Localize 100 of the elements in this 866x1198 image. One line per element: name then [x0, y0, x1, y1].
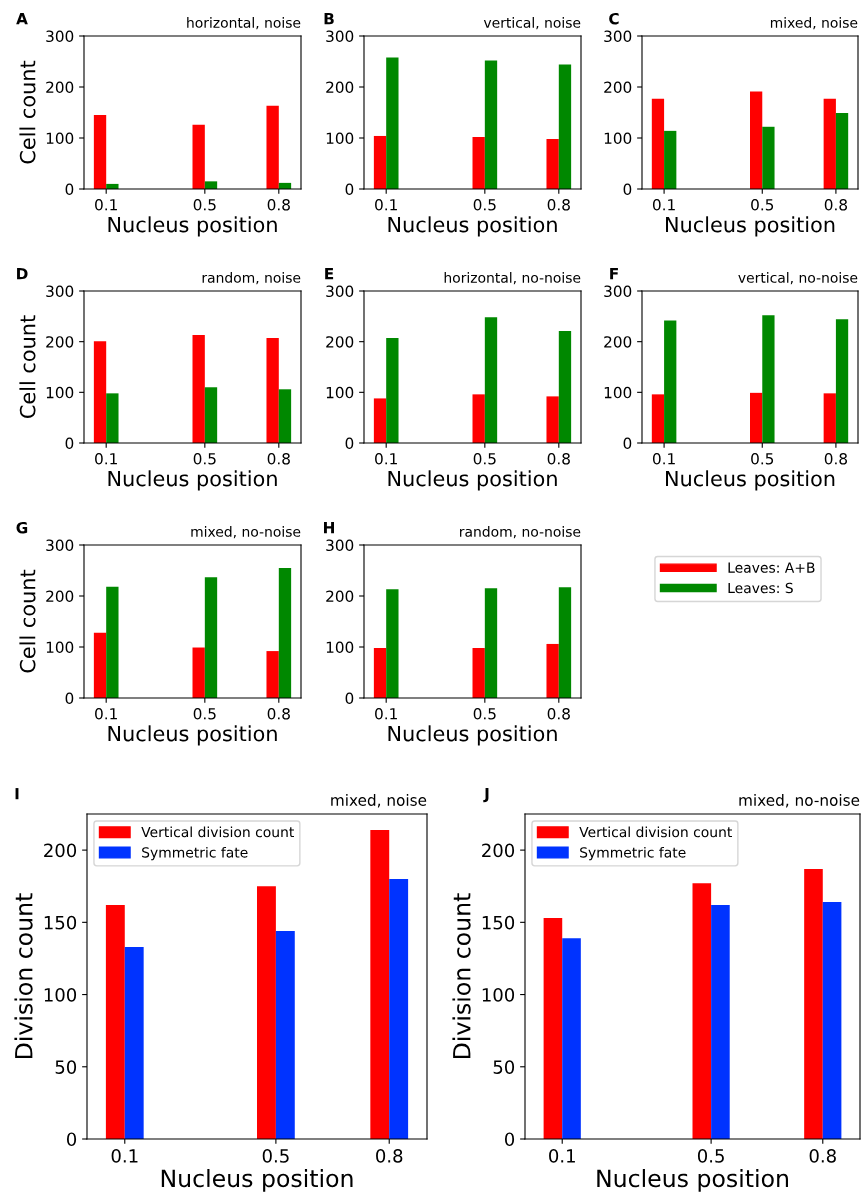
bar	[762, 315, 775, 443]
bar	[192, 124, 205, 189]
y-tick-label: 300	[46, 285, 74, 298]
text: J	[483, 788, 489, 803]
x-tick-label: 0.5	[473, 452, 496, 465]
y-tick-label: 200	[326, 336, 354, 348]
x-tick-label: 0.5	[193, 707, 216, 720]
bar	[558, 64, 572, 189]
x-tick-label: 0.1	[95, 707, 117, 720]
y-tick-label: 0	[623, 437, 632, 450]
y-tick-label: 150	[482, 915, 515, 930]
bar	[386, 338, 399, 443]
text: B	[324, 13, 334, 25]
chart-title: vertical, noise	[483, 17, 581, 30]
y-tick-label: 0	[65, 437, 74, 450]
bar	[484, 317, 498, 443]
text: F	[610, 268, 618, 280]
text: I	[15, 788, 19, 800]
y-tick-label: 200	[46, 336, 74, 348]
bar	[546, 396, 559, 443]
x-axis-title: Nucleus position	[108, 470, 277, 491]
x-axis-title: Nucleus position	[666, 216, 835, 237]
legend-label: Symmetric fate	[580, 846, 686, 861]
bar	[192, 335, 205, 443]
x-tick-label: 0.5	[193, 452, 216, 465]
bar	[266, 338, 279, 443]
y-tick-label: 300	[604, 285, 632, 298]
chart-title: vertical, no-noise	[738, 272, 858, 285]
bar	[192, 647, 205, 698]
y-tick-label: 100	[46, 641, 74, 654]
y-tick-label: 300	[326, 539, 354, 552]
bar	[93, 115, 107, 189]
bar	[484, 60, 498, 189]
bar	[373, 648, 387, 698]
bar	[389, 879, 409, 1139]
bar	[266, 651, 279, 698]
x-tick-label: 0.8	[547, 452, 570, 465]
bar	[257, 886, 276, 1139]
bar	[822, 902, 842, 1139]
y-tick-label: 200	[326, 81, 354, 94]
y-tick-label: 100	[46, 132, 74, 145]
y-axis-title: Cell count	[19, 315, 36, 418]
y-tick-label: 300	[46, 30, 74, 43]
y-tick-label: 0	[504, 1132, 515, 1147]
x-tick-label: 0.1	[375, 198, 397, 211]
x-tick-label: 0.8	[267, 198, 290, 211]
bar	[692, 883, 712, 1139]
x-tick-label: 0.1	[95, 198, 117, 211]
x-axis-title: Nucleus position	[597, 1168, 788, 1192]
bar	[373, 398, 387, 443]
legend-label: Leaves: S	[728, 582, 793, 594]
y-tick-label: 150	[44, 915, 77, 930]
y-tick-label: 0	[345, 692, 354, 705]
y-tick-label: 0	[623, 183, 632, 196]
y-tick-label: 300	[326, 285, 354, 298]
y-tick-label: 300	[326, 30, 354, 43]
bar	[835, 319, 849, 443]
bar	[278, 389, 292, 443]
x-tick-label: 0.1	[652, 198, 675, 211]
bar	[484, 588, 498, 698]
y-tick-label: 0	[345, 437, 354, 450]
bar	[373, 135, 387, 189]
legend-label: Symmetric fate	[142, 846, 248, 861]
bar	[106, 586, 119, 698]
bar	[278, 567, 292, 698]
bar	[204, 387, 218, 443]
bar	[472, 394, 485, 443]
x-tick-label: 0.1	[652, 452, 675, 465]
y-tick-label: 300	[604, 30, 632, 43]
y-tick-label: 0	[345, 183, 354, 196]
text: H	[324, 522, 334, 534]
bar	[106, 393, 119, 443]
bar	[370, 829, 390, 1139]
bar	[266, 105, 279, 189]
bar	[651, 394, 665, 443]
x-tick-label: 0.5	[473, 198, 496, 211]
text: D	[17, 268, 28, 280]
x-tick-label: 0.5	[697, 1149, 724, 1163]
x-tick-label: 0.1	[95, 452, 117, 465]
y-tick-label: 100	[44, 988, 77, 1002]
y-tick-label: 200	[604, 81, 632, 94]
bar	[546, 139, 559, 189]
bar	[472, 136, 485, 189]
bar	[804, 868, 823, 1139]
y-tick-label: 100	[326, 641, 354, 654]
x-axis-title: Nucleus position	[666, 470, 835, 491]
text: C	[609, 12, 619, 25]
chart-title: mixed, noise	[331, 794, 427, 808]
x-tick-label: 0.8	[376, 1149, 403, 1163]
x-tick-label: 0.8	[824, 452, 848, 465]
x-tick-label: 0.1	[375, 452, 397, 465]
y-tick-label: 200	[326, 590, 354, 603]
y-tick-label: 100	[326, 132, 354, 145]
x-axis-title: Nucleus position	[388, 470, 557, 491]
bar	[711, 905, 730, 1139]
y-tick-label: 100	[604, 386, 632, 399]
chart-title: mixed, noise	[770, 17, 858, 30]
bar	[472, 648, 485, 698]
y-axis-title: Cell count	[19, 60, 36, 164]
y-axis-title: Cell count	[19, 569, 36, 673]
